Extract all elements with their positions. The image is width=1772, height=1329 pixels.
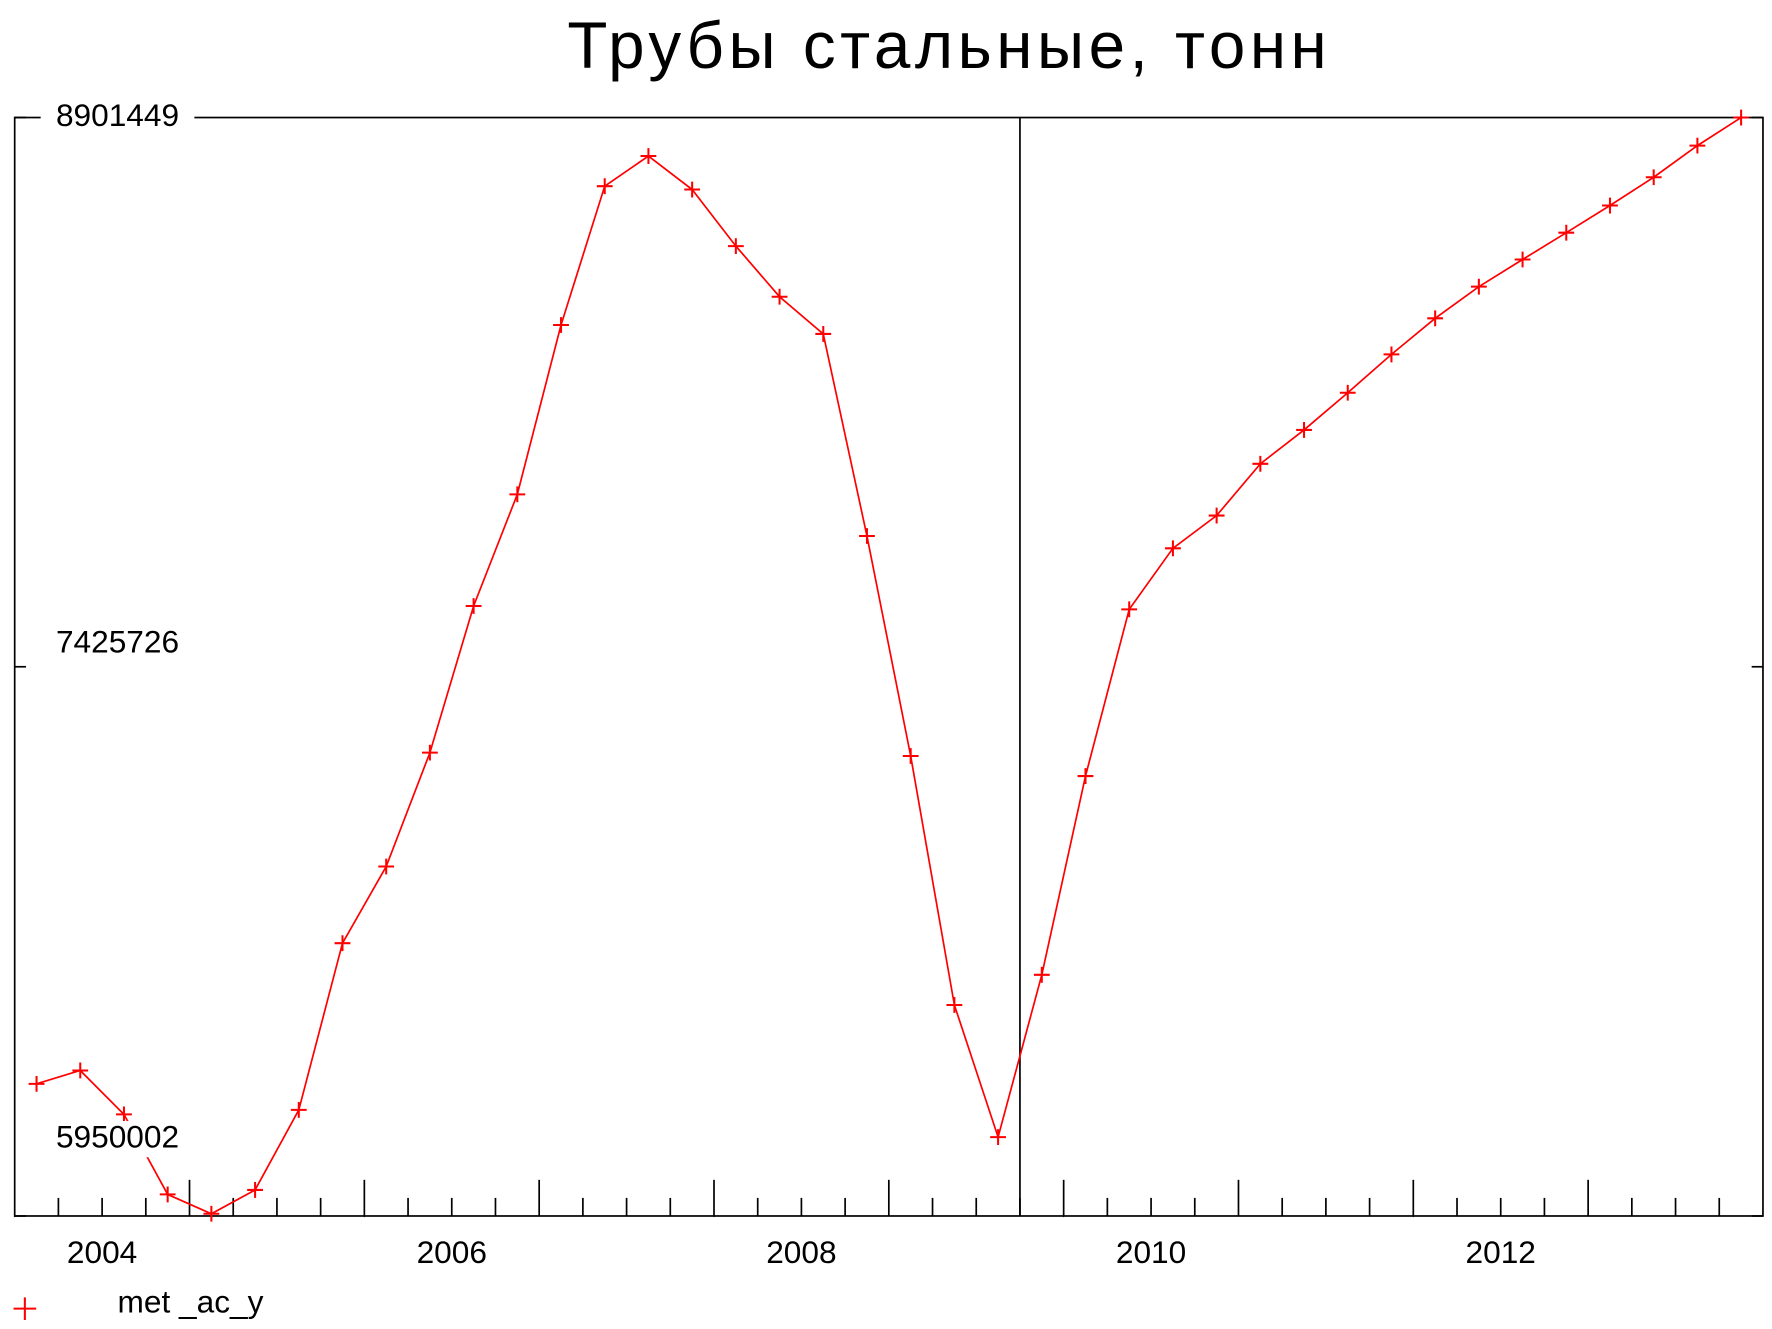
point-marker: [1733, 109, 1750, 126]
point-marker: [1033, 966, 1050, 983]
x-tick-label: 2004: [67, 1234, 137, 1270]
point-marker: [1165, 540, 1181, 557]
x-tick-label: 2012: [1466, 1234, 1536, 1270]
point-marker: [203, 1205, 220, 1222]
point-marker: [815, 326, 832, 342]
point-marker: [1470, 278, 1487, 295]
y-tick-label: 7425726: [56, 624, 179, 660]
point-marker: [640, 148, 657, 164]
point-marker: [509, 486, 526, 503]
x-tick-label: 2008: [766, 1234, 836, 1270]
point-marker: [1602, 197, 1618, 214]
point-marker: [334, 935, 351, 952]
y-tick-label: 8901449: [56, 97, 179, 133]
point-marker: [421, 744, 438, 761]
point-marker: [1645, 169, 1662, 186]
point-marker: [247, 1182, 263, 1198]
label-bg: [40, 1121, 195, 1158]
point-marker: [1383, 346, 1400, 363]
point-marker: [1121, 601, 1138, 618]
point-marker: [1296, 422, 1312, 438]
point-marker: [1077, 768, 1094, 784]
point-marker: [1252, 455, 1269, 472]
point-marker: [1208, 507, 1225, 524]
point-marker: [159, 1186, 176, 1203]
point-marker: [902, 748, 919, 764]
point-marker: [946, 997, 963, 1013]
point-marker: [1427, 310, 1444, 327]
label-bg: [40, 99, 195, 136]
point-marker: [1558, 224, 1575, 241]
point-marker: [553, 317, 569, 333]
x-tick-label: 2010: [1116, 1234, 1186, 1270]
legend-marker: [13, 1297, 37, 1320]
point-marker: [116, 1106, 132, 1123]
y-tick-label: 5950002: [56, 1119, 179, 1155]
point-marker: [990, 1129, 1007, 1145]
point-marker: [727, 238, 744, 255]
plot-frame: [13, 116, 1764, 1217]
point-marker: [1339, 384, 1356, 401]
x-tick-label: 2006: [417, 1234, 487, 1270]
point-marker: [1514, 251, 1531, 268]
point-marker: [378, 858, 395, 875]
point-marker: [596, 178, 613, 195]
chart-title: Трубы стальные, тонн: [567, 9, 1331, 82]
label-bg: [40, 626, 195, 663]
point-marker: [290, 1102, 307, 1118]
legend-label: met _ac_y: [118, 1283, 264, 1319]
point-marker: [771, 288, 788, 305]
point-marker: [684, 181, 701, 198]
point-marker: [859, 528, 875, 544]
point-marker: [72, 1062, 89, 1079]
series-line: [36, 116, 1742, 1215]
point-marker: [1689, 137, 1706, 154]
point-marker: [465, 598, 482, 614]
point-marker: [28, 1075, 45, 1092]
